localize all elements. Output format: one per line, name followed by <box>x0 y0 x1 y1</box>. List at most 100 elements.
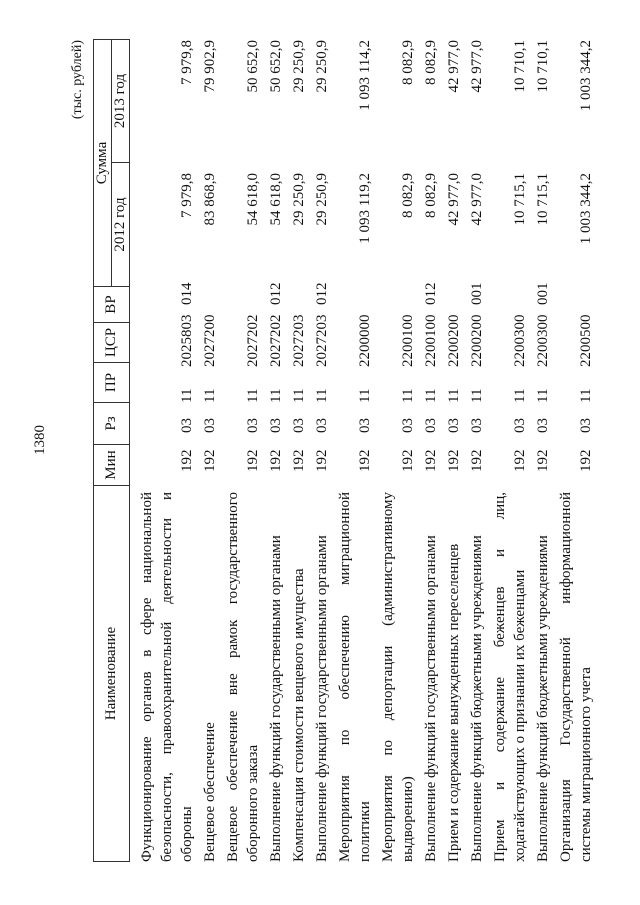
cell-y2013: 10 710,1 <box>512 40 528 93</box>
header-csr: ЦСР <box>93 322 130 363</box>
cell-pr: 11 <box>423 388 439 403</box>
header-rz: Рз <box>93 402 130 445</box>
cell-min: 192 <box>245 449 261 473</box>
row-name-line: Вещевое обеспечение <box>202 722 218 862</box>
row-name: Компенсация стоимости вещевого имущества <box>286 486 309 862</box>
table-row: Прием и содержание беженцев и лиц, ходата… <box>487 40 530 862</box>
cell-y2012: 42 977,0 <box>446 173 462 226</box>
cell-vr <box>332 281 375 309</box>
row-name-line: системы миграционного учета <box>578 667 594 862</box>
cell-min: 192 <box>469 449 485 473</box>
table-row: Мероприятия по обеспечению миграционной п… <box>332 40 375 862</box>
cell-y2013: 8 082,9 <box>400 40 416 85</box>
cell-min: 192 <box>512 449 528 473</box>
cell-min: 192 <box>446 449 462 473</box>
cell-y2013: 10 710,1 <box>535 40 551 93</box>
cell-rz: 03 <box>469 418 485 433</box>
cell-y2013: 1 003 344,2 <box>578 40 594 112</box>
table-row: Прием и содержание вынужденных переселен… <box>441 40 464 862</box>
cell-min: 192 <box>357 449 373 473</box>
cell-y2013: 79 902,9 <box>202 40 218 93</box>
row-name-line: политики <box>357 801 373 862</box>
row-name-line: Мероприятия по депортации (административ… <box>380 492 396 862</box>
row-name: Выполнение функций бюджетными учреждения… <box>464 486 487 862</box>
cell-y2012: 54 618,0 <box>268 173 284 226</box>
cell-csr: 2200100 <box>400 314 416 368</box>
cell-vr: 001 <box>469 282 485 306</box>
cell-y2012: 1 093 119,2 <box>357 173 373 244</box>
cell-pr: 11 <box>357 388 373 403</box>
row-name-line: Прием и содержание вынужденных переселен… <box>446 543 462 862</box>
table-row: Вещевое обеспечение вне рамок государств… <box>220 40 263 862</box>
cell-rz: 03 <box>245 418 261 433</box>
header-pr: ПР <box>93 362 130 403</box>
row-name: Вещевое обеспечение вне рамок государств… <box>220 486 263 862</box>
cell-rz: 03 <box>314 418 330 433</box>
cell-pr: 11 <box>291 388 307 403</box>
cell-min: 192 <box>423 449 439 473</box>
table-row: Выполнение функций государственными орга… <box>263 40 286 862</box>
cell-rz: 03 <box>423 418 439 433</box>
table-row: Мероприятия по депортации (административ… <box>375 40 418 862</box>
row-name: Вещевое обеспечение <box>197 486 220 862</box>
row-name: Прием и содержание вынужденных переселен… <box>441 486 464 862</box>
cell-y2012: 10 715,1 <box>535 173 551 226</box>
cell-min: 192 <box>202 449 218 473</box>
cell-rz: 03 <box>268 418 284 433</box>
row-name-line: Функционирование органов в сфере национа… <box>139 492 155 862</box>
table-row: Компенсация стоимости вещевого имущества… <box>286 40 309 862</box>
cell-rz: 03 <box>291 418 307 433</box>
header-min: Мин <box>93 444 130 486</box>
row-name: Функционирование органов в сфере национа… <box>134 486 197 862</box>
cell-vr: 001 <box>535 282 551 306</box>
cell-rz: 03 <box>400 418 416 433</box>
row-name-line: Прием и содержание беженцев и лиц, <box>492 492 508 862</box>
header-2013: 2013 год <box>111 39 130 163</box>
cell-y2013: 42 977,0 <box>469 40 485 93</box>
cell-vr <box>553 281 596 309</box>
cell-csr: 2200300 <box>512 314 528 368</box>
cell-csr: 2027202 <box>245 314 261 368</box>
cell-y2013: 50 652,0 <box>268 40 284 93</box>
cell-vr: 012 <box>268 282 284 306</box>
cell-y2012: 1 003 344,2 <box>578 173 594 245</box>
cell-min: 192 <box>291 449 307 473</box>
cell-min: 192 <box>400 449 416 473</box>
cell-min: 192 <box>578 449 594 473</box>
cell-rz: 03 <box>578 418 594 433</box>
row-name-line: Выполнение функций государственными орга… <box>268 535 284 862</box>
cell-rz: 03 <box>357 418 373 433</box>
cell-y2013: 7 979,8 <box>179 40 195 85</box>
row-name-line: обороны <box>179 806 195 862</box>
table-row: Выполнение функций государственными орга… <box>309 40 332 862</box>
cell-pr: 11 <box>400 388 416 403</box>
cell-pr: 11 <box>446 388 462 403</box>
cell-vr <box>487 281 530 309</box>
cell-csr: 2027203 <box>291 314 307 368</box>
cell-vr: 012 <box>314 282 330 306</box>
cell-pr: 11 <box>314 388 330 403</box>
row-name-line: Организация Государственной информационн… <box>558 492 574 862</box>
cell-pr: 11 <box>268 388 284 403</box>
cell-csr: 2025803 <box>179 314 195 368</box>
cell-pr: 11 <box>202 388 218 403</box>
cell-pr: 11 <box>578 388 594 403</box>
table-header: Наименование Мин Рз ПР ЦСР ВР Сумма 2012… <box>93 39 130 862</box>
row-name: Выполнение функций государственными орга… <box>309 486 332 862</box>
header-2012: 2012 год <box>111 162 130 287</box>
cell-pr: 11 <box>245 388 261 403</box>
cell-rz: 03 <box>179 418 195 433</box>
cell-rz: 03 <box>202 418 218 433</box>
cell-csr: 2200200 <box>469 314 485 368</box>
cell-vr <box>197 281 220 309</box>
cell-y2012: 42 977,0 <box>469 173 485 226</box>
row-name: Мероприятия по депортации (административ… <box>375 486 418 862</box>
cell-y2012: 8 082,9 <box>400 173 416 218</box>
cell-csr: 2200100 <box>423 314 439 368</box>
table-row: Выполнение функций бюджетными учреждения… <box>464 40 487 862</box>
cell-y2012: 83 868,9 <box>202 173 218 226</box>
table-row: Вещевое обеспечение 192 03 11 2027200 83 868,… <box>197 40 220 862</box>
cell-vr <box>286 281 309 309</box>
cell-y2012: 29 250,9 <box>314 173 330 226</box>
